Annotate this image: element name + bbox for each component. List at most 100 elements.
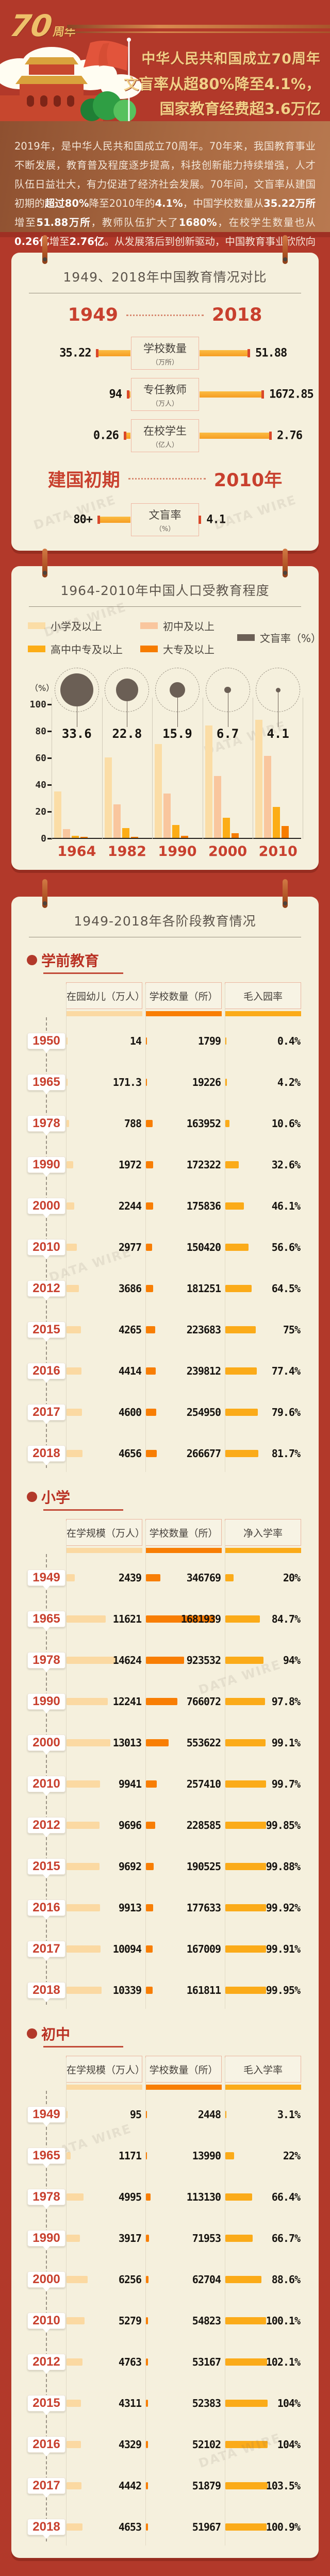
series-bar xyxy=(122,828,129,838)
value-text: 4311 xyxy=(118,2397,142,2409)
value-text: 2439 xyxy=(118,1572,142,1584)
comparison-rows-illiteracy: 文盲率 （%） 80+ 4.1 xyxy=(27,499,303,540)
data-cell: 6256 xyxy=(66,2259,142,2300)
year-badge: 2000 xyxy=(27,2271,65,2291)
value-bar xyxy=(146,1987,153,1994)
value-text: 99.1% xyxy=(271,1737,301,1749)
value-text: 171.3 xyxy=(112,1076,142,1088)
section-name: 学前教育 xyxy=(41,952,100,969)
data-cell: 99.85% xyxy=(225,1805,301,1846)
metric-box: 在校学生 （亿人） xyxy=(131,419,199,452)
value-text: 10094 xyxy=(112,1943,142,1955)
value-text: 75% xyxy=(283,1324,301,1336)
year-cell: 2000 xyxy=(27,2271,66,2291)
illiteracy-value: 15.9 xyxy=(162,726,192,741)
value-bar xyxy=(146,1822,156,1829)
value-text: 4265 xyxy=(118,1324,142,1336)
metric-unit: （%） xyxy=(155,525,175,533)
year-cell: 2010 xyxy=(27,1239,66,1259)
y-axis-tick-label: 60 xyxy=(35,753,46,764)
data-cell: 1681939 xyxy=(145,1598,222,1640)
year-cell: 2010 xyxy=(27,2313,66,2333)
card1-title: 1949、2018年中国教育情况对比 xyxy=(29,267,301,293)
series-bar xyxy=(130,837,138,838)
legend-item: 大专及以上 xyxy=(140,641,214,656)
metric-unit: （亿人） xyxy=(151,441,178,449)
series-bar xyxy=(255,720,263,838)
comparison-row: 专任教师 （万人） 94 1672.85 xyxy=(27,374,314,415)
bar-tip xyxy=(96,349,99,357)
series-bar xyxy=(205,725,212,838)
section-heading: 学前教育 xyxy=(27,950,303,970)
column-header: 学校数量（所） xyxy=(145,2056,222,2090)
year-badge: 2012 xyxy=(27,1280,65,1300)
value-bar xyxy=(67,1574,75,1581)
y-axis-tick xyxy=(47,838,52,839)
value-text: 257410 xyxy=(186,1778,221,1790)
data-cell: 254950 xyxy=(145,1392,222,1433)
value-text: 14 xyxy=(129,1035,142,1047)
data-cell: 4329 xyxy=(66,2424,142,2465)
value-bar xyxy=(67,2152,71,2159)
data-cell: 923532 xyxy=(145,1640,222,1681)
year-cell: 2017 xyxy=(27,1941,66,1961)
value-text: 3686 xyxy=(118,1282,142,1295)
year-pair-1949-2018: 1949 2018 xyxy=(27,305,303,325)
card3-title: 1949-2018年各阶段教育情况 xyxy=(29,911,301,937)
value-bar xyxy=(67,2235,80,2242)
value-bar xyxy=(225,1326,256,1333)
value-bar xyxy=(146,1079,147,1086)
column-header: 学校数量（所） xyxy=(145,1519,222,1553)
data-cell: 56.6% xyxy=(225,1227,301,1268)
value-bar xyxy=(225,1863,266,1870)
card-education-attainment: 1964-2010年中国人口受教育程度 小学及以上 初中及以上 高中中专及以上 大专及… xyxy=(11,549,321,870)
x-axis-year-label: 1990 xyxy=(158,844,197,860)
data-cell: 4265 xyxy=(66,1309,142,1350)
value-bar xyxy=(146,2111,147,2118)
left-year-label: 1949 xyxy=(68,305,118,325)
year-badge: 1949 xyxy=(27,1570,65,1590)
year-cell: 2017 xyxy=(27,1404,66,1424)
data-cell: 100.1% xyxy=(225,2300,301,2341)
value-bar xyxy=(225,2523,267,2531)
value-bar xyxy=(146,1120,153,1127)
chart-group: 6.7 2000 xyxy=(202,665,253,860)
year-cell: 1965 xyxy=(27,2148,66,2168)
table-row: 2017 4600 254950 79.6% xyxy=(27,1392,303,1433)
value-text: 1681939 xyxy=(180,1613,221,1625)
metric-box: 文盲率 （%） xyxy=(131,503,199,536)
year-cell: 1990 xyxy=(27,1157,66,1177)
column-header: 在园幼儿（万人） xyxy=(66,982,145,1016)
table-row: 2015 4311 52383 104% xyxy=(27,2383,303,2424)
value-text: 10339 xyxy=(112,1984,142,1996)
metric-box: 学校数量 （万所） xyxy=(131,337,199,370)
data-cell: 14624 xyxy=(66,1640,142,1681)
bar-tip xyxy=(126,390,129,399)
year-badge: 1978 xyxy=(27,2189,65,2209)
main-content: 1949、2018年中国教育情况对比 1949 2018 学校数量 （万所） 35.… xyxy=(0,232,330,2576)
data-cell: 103.5% xyxy=(225,2465,301,2506)
bar-group xyxy=(255,720,289,838)
value-bar xyxy=(146,2400,148,2407)
data-cell: 99.88% xyxy=(225,1846,301,1887)
value-text: 104% xyxy=(277,2438,301,2451)
data-cell: 2448 xyxy=(145,2094,222,2135)
data-cell: 766072 xyxy=(145,1681,222,1722)
right-value: 4.1 xyxy=(206,513,226,526)
value-text: 32.6% xyxy=(271,1159,301,1171)
year-cell: 1990 xyxy=(27,1693,66,1713)
intro-text: ，中国学校数量从 xyxy=(183,197,264,209)
value-text: 788 xyxy=(124,1117,142,1130)
year-cell: 1949 xyxy=(27,1570,66,1590)
value-text: 4442 xyxy=(118,2480,142,2492)
data-cell: 99.91% xyxy=(225,1928,301,1970)
right-year-label: 2018 xyxy=(212,305,262,325)
data-cell: 3917 xyxy=(66,2218,142,2259)
data-cell: 788 xyxy=(66,1103,142,1144)
table-row: 2012 4763 53167 102.1% xyxy=(27,2341,303,2383)
intro-paragraph: 2019年，是中华人民共和国成立70周年。70年来，我国教育事业不断发展，教育普… xyxy=(14,137,316,270)
table-row: 1990 3917 71953 66.7% xyxy=(27,2218,303,2259)
bar-tip xyxy=(269,432,272,440)
data-cell: 22% xyxy=(225,2135,301,2176)
value-text: 99.7% xyxy=(271,1778,301,1790)
